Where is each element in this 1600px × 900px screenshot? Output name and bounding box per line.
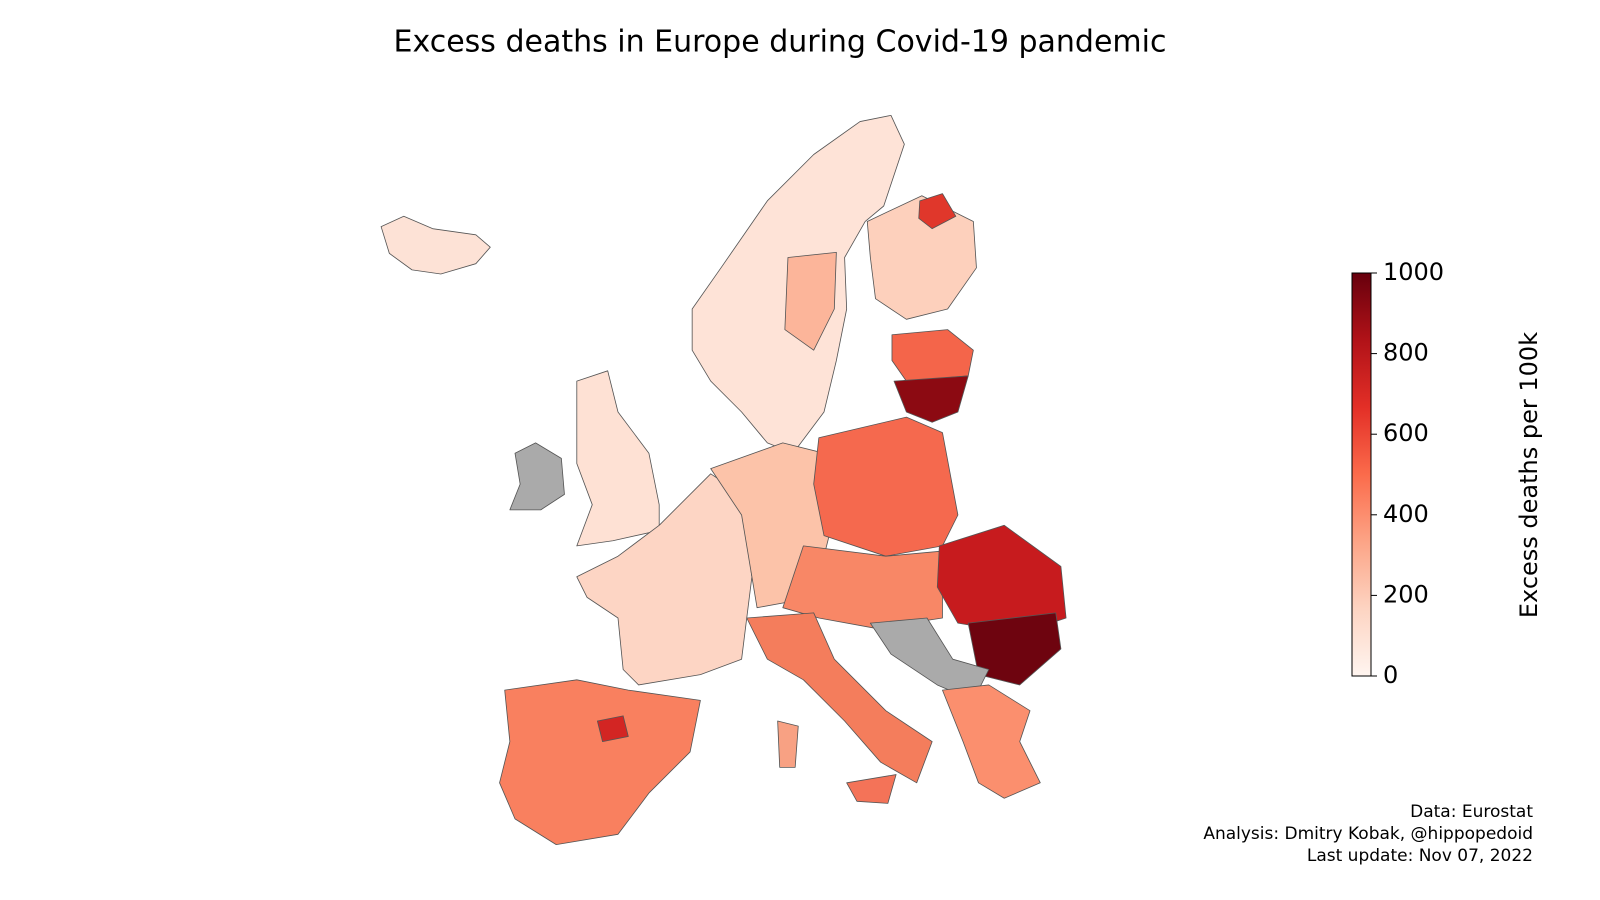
- colorbar-tick-label: 1000: [1383, 258, 1444, 286]
- region: [380, 215, 491, 275]
- region: [869, 617, 990, 701]
- region: [942, 684, 1041, 799]
- map: [380, 114, 1067, 846]
- region: [918, 193, 957, 230]
- region: [891, 329, 974, 382]
- region: [746, 612, 933, 784]
- region: [813, 416, 959, 557]
- colorbar-tick-label: 800: [1383, 339, 1429, 367]
- credit-line: Analysis: Dmitry Kobak, @hippopedoid: [1203, 824, 1533, 844]
- region: [777, 720, 799, 768]
- credit-line: Last update: Nov 07, 2022: [1307, 846, 1533, 866]
- colorbar-tick-label: 400: [1383, 500, 1429, 528]
- map-title: Excess deaths in Europe during Covid-19 …: [394, 25, 1167, 60]
- colorbar-tick-label: 0: [1383, 661, 1398, 689]
- region: [576, 473, 753, 686]
- credit-line: Data: Eurostat: [1410, 802, 1533, 822]
- region: [499, 679, 701, 846]
- region: [893, 375, 969, 423]
- region: [576, 370, 660, 547]
- colorbar-tick-label: 600: [1383, 419, 1429, 447]
- colorbar: [1351, 272, 1372, 677]
- region: [596, 715, 629, 743]
- region: [784, 251, 837, 351]
- region: [509, 442, 565, 511]
- colorbar-tick-label: 200: [1383, 580, 1429, 608]
- region: [846, 774, 897, 804]
- colorbar-label: Excess deaths per 100k: [1515, 332, 1543, 618]
